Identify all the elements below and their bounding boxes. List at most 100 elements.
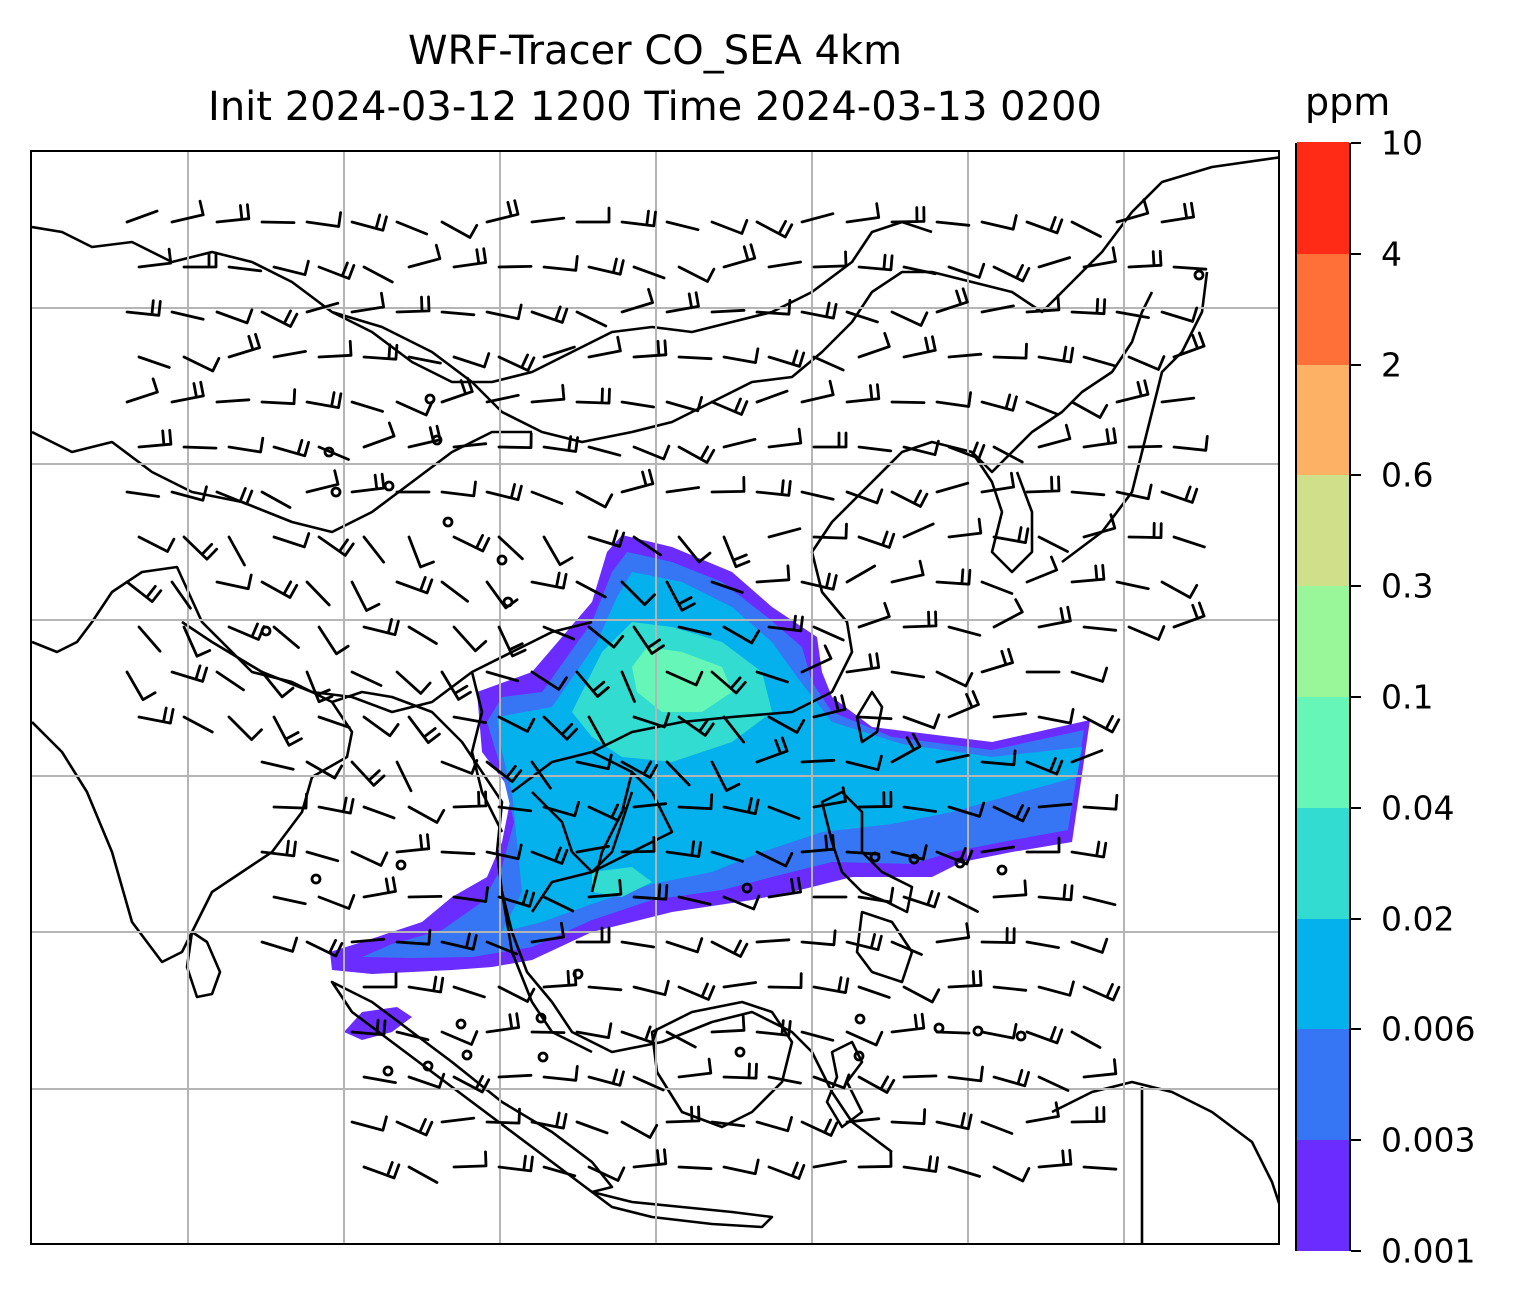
- wind-barb: [542, 535, 574, 567]
- wind-barb: [182, 625, 212, 658]
- wind-barb: [137, 247, 173, 269]
- wind-barb: [587, 1165, 626, 1182]
- colorbar-segment: [1297, 1139, 1349, 1251]
- wind-barb: [755, 298, 792, 316]
- wind-barb: [440, 850, 476, 856]
- wind-barb: [350, 1018, 387, 1037]
- calm-wind-circle: [424, 393, 436, 405]
- wind-barb: [890, 489, 929, 508]
- colorbar-unit: ppm: [1305, 80, 1391, 124]
- wind-barb: [350, 472, 386, 494]
- wind-barb: [1037, 345, 1075, 364]
- wind-barb: [305, 670, 334, 704]
- wind-barb: [125, 209, 159, 224]
- colorbar-tick: [1351, 585, 1361, 588]
- wind-barb: [935, 1112, 973, 1131]
- calm-wind-circle: [330, 486, 342, 498]
- wind-barb: [710, 1014, 746, 1034]
- wind-barb: [947, 690, 980, 719]
- wind-barb: [137, 706, 175, 725]
- map-title-line1: WRF-Tracer CO_SEA 4km: [407, 28, 903, 74]
- coast-india: [32, 565, 354, 964]
- wind-barb: [452, 247, 488, 269]
- wind-barb: [575, 670, 610, 698]
- wind-barb: [1172, 601, 1206, 629]
- wind-barb: [497, 985, 536, 1003]
- wind-barb: [980, 580, 1014, 595]
- wind-barb: [755, 670, 789, 684]
- colorbar-segment: [1297, 252, 1349, 365]
- wind-barb: [452, 442, 488, 449]
- wind-barb: [182, 445, 218, 450]
- calm-wind-circle: [572, 968, 584, 980]
- wind-barb: [1025, 940, 1060, 949]
- wind-barb: [857, 715, 893, 721]
- wind-barb: [710, 397, 749, 416]
- colorbar-tick: [1351, 696, 1361, 698]
- wind-barb: [395, 1030, 430, 1042]
- wind-barb: [1025, 216, 1064, 235]
- wind-barb: [755, 938, 791, 944]
- wind-barb: [755, 479, 792, 497]
- colorbar-segment: [1297, 696, 1349, 808]
- wind-barb: [395, 576, 434, 595]
- wind-barb: [272, 895, 307, 906]
- wind-barb: [947, 352, 983, 359]
- wind-barb: [992, 879, 1028, 899]
- wind-barb: [677, 1165, 713, 1171]
- wind-barb: [1025, 836, 1061, 854]
- wind-barb: [395, 670, 432, 695]
- wind-barb: [902, 1074, 938, 1079]
- colorbar-tick: [1351, 252, 1361, 255]
- wind-barb: [407, 805, 446, 824]
- wind-barb: [485, 670, 520, 683]
- wind-barb: [902, 335, 937, 359]
- wind-barb: [1082, 983, 1121, 1002]
- colorbar-tick-label: 2: [1381, 345, 1402, 385]
- wind-barb: [317, 339, 353, 359]
- coast-korea: [970, 451, 1034, 574]
- wind-barb: [485, 843, 523, 861]
- wind-barb: [440, 1116, 476, 1124]
- wind-barb: [722, 715, 746, 744]
- wind-barb: [395, 833, 431, 854]
- wind-barb: [1025, 1026, 1064, 1045]
- wind-barb: [305, 211, 342, 228]
- wind-barb: [542, 895, 575, 913]
- calm-wind-circle: [535, 1012, 547, 1024]
- wind-barb: [260, 490, 292, 509]
- wind-barb: [992, 342, 1028, 360]
- wind-barb: [305, 580, 331, 607]
- wind-barb: [227, 715, 263, 741]
- wind-barb: [272, 350, 307, 359]
- wind-barb: [800, 833, 836, 854]
- wind-barb: [1082, 513, 1117, 539]
- wind-barb: [767, 527, 802, 539]
- wind-barb: [260, 760, 295, 771]
- colorbar-tick: [1351, 1028, 1361, 1031]
- wind-barb: [665, 760, 691, 787]
- colorbar-segment: [1297, 363, 1349, 476]
- wind-barb: [800, 572, 838, 591]
- wind-barb: [1070, 840, 1108, 859]
- calm-wind-circle: [260, 625, 272, 637]
- wind-barb: [935, 670, 974, 688]
- wind-barb: [452, 352, 491, 369]
- wind-barb: [137, 535, 176, 553]
- wind-barb: [812, 694, 847, 719]
- wind-barb: [1082, 793, 1119, 811]
- wind-barb: [947, 801, 986, 818]
- calm-wind-circle: [853, 1050, 865, 1062]
- wind-barb: [587, 878, 623, 899]
- wind-barb: [485, 393, 520, 404]
- wind-barb: [890, 732, 922, 764]
- wind-barb: [755, 736, 789, 764]
- wind-barb: [452, 886, 489, 903]
- wind-barb: [665, 937, 704, 954]
- wind-barb: [575, 753, 613, 771]
- wind-barb: [1115, 483, 1153, 501]
- wind-barb: [665, 291, 700, 314]
- wind-barb: [857, 331, 891, 359]
- wind-barb: [722, 243, 757, 269]
- wind-barb: [395, 295, 431, 314]
